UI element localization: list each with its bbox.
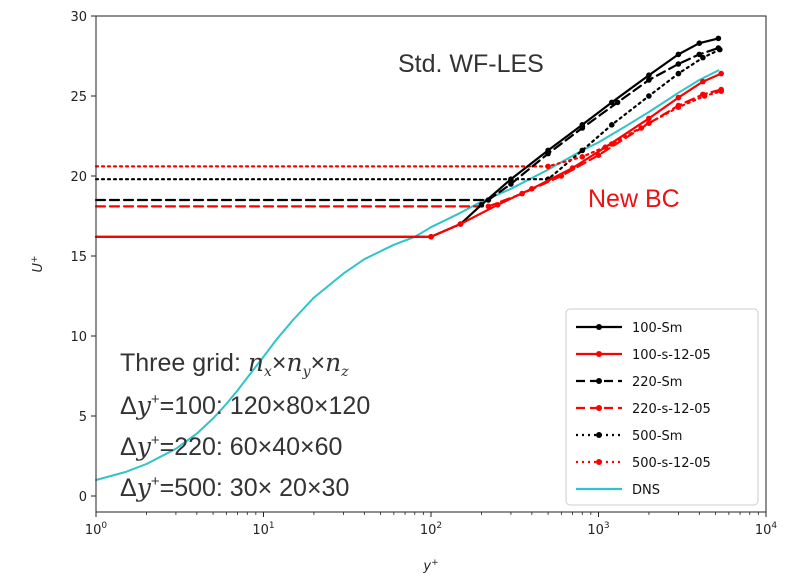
series-point-220-sm-7 bbox=[696, 51, 703, 58]
series-point-220-s-12-05-5 bbox=[675, 102, 682, 109]
x-tick-label-1: 101 bbox=[252, 521, 274, 538]
x-tick-label-3: 103 bbox=[587, 521, 609, 538]
legend-label-500-s-12-05: 500-s-12-05 bbox=[632, 456, 711, 471]
x-tick-label-0: 100 bbox=[85, 521, 108, 538]
series-point-220-sm-6 bbox=[675, 61, 682, 67]
legend-label-220-s-12-05: 220-s-12-05 bbox=[632, 402, 711, 417]
series-point-100-s-12-05-5 bbox=[602, 144, 609, 150]
series-point-100-s-12-05-0 bbox=[428, 234, 434, 240]
series-point-500-s-12-05-0 bbox=[545, 163, 551, 170]
series-point-100-sm-3 bbox=[508, 176, 514, 182]
series-point-100-sm-2 bbox=[478, 202, 485, 208]
series-point-100-s-12-05-6 bbox=[646, 115, 652, 122]
series-point-100-s-12-05-8 bbox=[700, 78, 706, 85]
series-point-220-sm-1 bbox=[508, 181, 514, 187]
series-point-100-sm-8 bbox=[675, 51, 682, 58]
series-point-500-sm-5 bbox=[700, 54, 706, 61]
legend-label-100-sm: 100-Sm bbox=[632, 321, 682, 336]
y-tick-label-15: 15 bbox=[70, 250, 87, 265]
legend-marker-500-sm bbox=[596, 432, 602, 438]
series-point-100-sm-9 bbox=[696, 40, 703, 46]
series-point-220-s-12-05-7 bbox=[718, 86, 724, 93]
grid-description-line-4: Δy+=500: 30× 20×30 bbox=[120, 473, 349, 502]
series-point-100-s-12-05-7 bbox=[675, 94, 682, 101]
y-tick-label-20: 20 bbox=[70, 170, 87, 185]
series-point-220-sm-5 bbox=[646, 77, 652, 83]
series-line-500-s-12-05 bbox=[94, 90, 723, 168]
axis-ticks: 0 5 10 15 20 25 30 100 101 102 103 104 bbox=[70, 10, 777, 538]
grid-description: Three grid: nx×ny×nz Δy+=100: 120×80×120… bbox=[120, 348, 370, 502]
series-point-500-sm-3 bbox=[646, 93, 652, 99]
series-point-100-s-12-05-3 bbox=[529, 186, 535, 192]
series-point-100-sm-7 bbox=[646, 72, 652, 78]
series-point-220-s-12-05-6 bbox=[700, 91, 706, 98]
annotation-std-wf-les: Std. WF-LES bbox=[398, 50, 544, 78]
series-point-100-sm-6 bbox=[609, 99, 615, 106]
legend-marker-500-s-12-05 bbox=[596, 459, 602, 465]
legend-marker-220-s-12-05 bbox=[596, 405, 602, 411]
x-tick-label-2: 102 bbox=[420, 521, 442, 538]
plot-series bbox=[94, 35, 724, 481]
legend-label-100-s-12-05: 100-s-12-05 bbox=[632, 348, 711, 363]
series-point-100-s-12-05-4 bbox=[569, 165, 576, 171]
legend-marker-220-sm bbox=[596, 378, 602, 384]
series-line-500-sm bbox=[94, 48, 721, 181]
legend-marker-100-sm bbox=[596, 324, 602, 330]
y-tick-label-25: 25 bbox=[70, 90, 87, 105]
x-tick-label-4: 104 bbox=[755, 521, 778, 538]
annotation-new-bc: New BC bbox=[588, 185, 680, 213]
y-tick-label-0: 0 bbox=[79, 490, 87, 505]
series-line-dns bbox=[95, 69, 720, 481]
series-point-100-sm-5 bbox=[579, 122, 586, 128]
series-line-220-sm bbox=[94, 46, 720, 202]
legend-label-220-sm: 220-Sm bbox=[632, 375, 682, 390]
y-tick-label-10: 10 bbox=[70, 330, 87, 345]
series-point-100-sm-4 bbox=[545, 147, 551, 154]
series-point-500-sm-2 bbox=[609, 122, 615, 128]
y-tick-label-5: 5 bbox=[79, 410, 87, 425]
y-axis-label: U+ bbox=[30, 255, 46, 272]
series-point-220-sm-4 bbox=[614, 99, 621, 106]
legend-label-500-sm: 500-Sm bbox=[632, 429, 682, 444]
series-point-220-s-12-05-3 bbox=[595, 152, 602, 158]
series-point-100-s-12-05-2 bbox=[494, 202, 501, 208]
legend: 100-Sm 100-s-12-05 220-Sm 220-s-12-05 500-Sm… bbox=[565, 308, 759, 506]
series-point-500-s-12-05-1 bbox=[579, 154, 586, 160]
legend-marker-100-s-12-05 bbox=[596, 351, 602, 357]
grid-description-line-3: Δy+=220: 60×40×60 bbox=[120, 432, 342, 461]
legend-label-dns: DNS bbox=[632, 483, 660, 498]
series-point-500-sm-1 bbox=[579, 147, 586, 154]
grid-description-line-1: Three grid: nx×ny×nz bbox=[120, 348, 349, 380]
series-point-500-sm-4 bbox=[675, 70, 682, 77]
series-point-220-s-12-05-4 bbox=[638, 125, 645, 131]
series-point-100-s-12-05-9 bbox=[718, 70, 724, 77]
legend-box bbox=[565, 308, 759, 506]
series-point-100-s-12-05-1 bbox=[457, 221, 464, 227]
series-point-100-sm-10 bbox=[715, 35, 722, 42]
series-point-220-sm-8 bbox=[715, 45, 722, 51]
grid-description-line-2: Δy+=100: 120×80×120 bbox=[120, 391, 370, 420]
y-tick-label-30: 30 bbox=[70, 10, 87, 25]
x-axis-label: y+ bbox=[422, 558, 438, 574]
